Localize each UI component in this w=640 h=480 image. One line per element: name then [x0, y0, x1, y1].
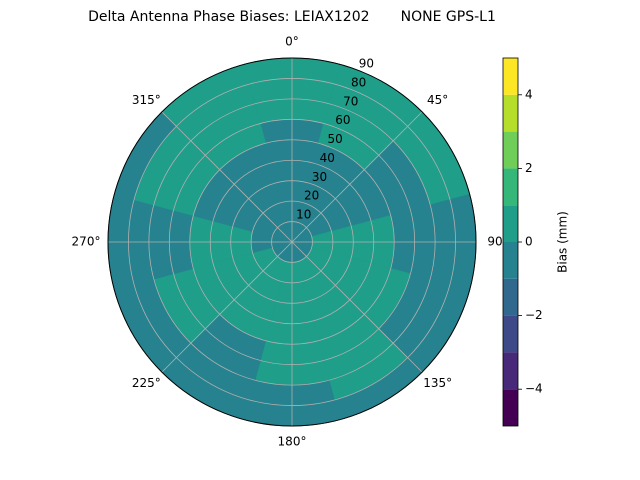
grid-layer: [107, 57, 477, 427]
colorbar-label: Bias (mm): [556, 211, 570, 273]
colorbar-tick-label: 2: [525, 161, 533, 175]
colorbar-segment: [503, 205, 518, 242]
colorbar-tick-label: 0: [525, 235, 533, 249]
r-tick-label: 70: [343, 94, 358, 108]
colorbar-segment: [503, 168, 518, 206]
angular-grid-line: [161, 241, 293, 373]
r-tick-label: 20: [304, 189, 319, 203]
r-tick-label: 90: [359, 57, 374, 71]
r-tick-label: 60: [335, 113, 350, 127]
angular-grid-line: [291, 111, 423, 243]
colorbar-segment: [503, 352, 518, 390]
r-tick-label: 80: [351, 75, 366, 89]
colorbar-segment: [503, 58, 518, 95]
r-tick-label: 40: [320, 151, 335, 165]
theta-tick-label: 315°: [132, 93, 161, 107]
colorbar-tick-label: −2: [525, 308, 543, 322]
r-tick-label: 30: [312, 170, 327, 184]
angular-grid-line: [161, 111, 293, 243]
colorbar-tick-label: 4: [525, 87, 533, 101]
theta-tick-label: 180°: [278, 435, 307, 449]
theta-tick-label: 45°: [427, 93, 448, 107]
colorbar-segment: [503, 389, 518, 426]
colorbar-segment: [503, 131, 518, 169]
colorbar-segment: [503, 94, 518, 132]
r-tick-label: 50: [327, 132, 342, 146]
theta-tick-label: 0°: [285, 35, 299, 49]
angular-grid-line: [291, 241, 423, 373]
r-tick-label: 10: [296, 208, 311, 222]
theta-tick-label: 270°: [72, 235, 101, 249]
theta-tick-label: 135°: [423, 376, 452, 390]
polar-frame: [107, 57, 477, 427]
theta-tick-label: 225°: [132, 376, 161, 390]
colorbar-segment: [503, 242, 518, 279]
colorbar-segment: [503, 315, 518, 353]
chart-title: Delta Antenna Phase Biases: LEIAX1202 NO…: [88, 9, 496, 25]
colorbar-segment: [503, 278, 518, 316]
colorbar-tick-label: −4: [525, 382, 543, 396]
